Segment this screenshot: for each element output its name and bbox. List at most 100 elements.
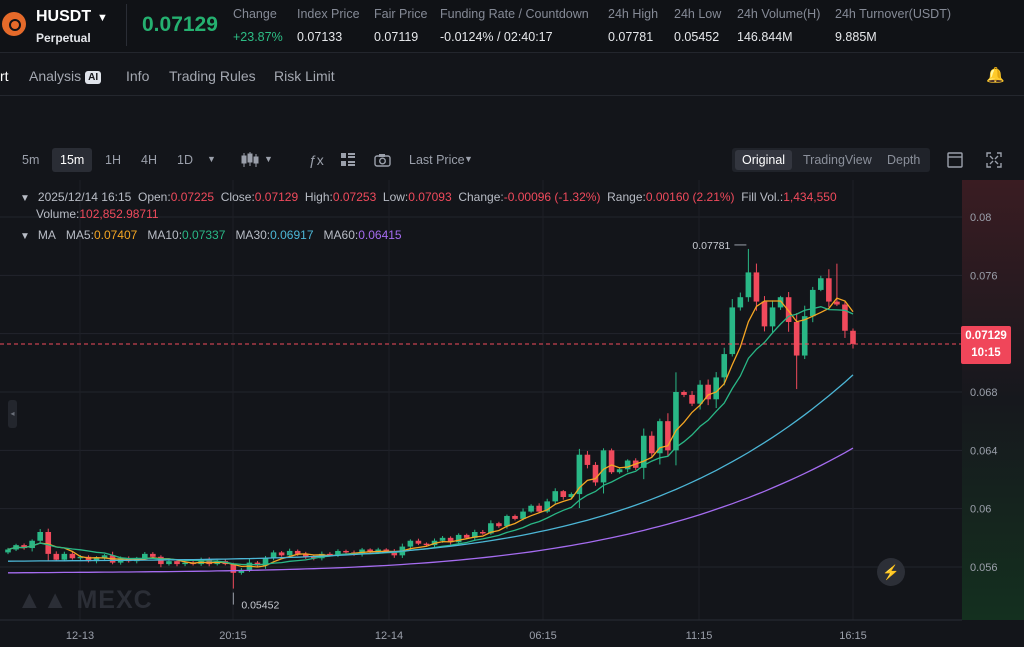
candle-body <box>640 435 647 468</box>
candle-body <box>45 532 52 554</box>
stat-label: Funding Rate / Countdown <box>440 7 589 21</box>
interval-dropdown-icon[interactable]: ▼ <box>207 154 216 164</box>
stat-value: 9.885M <box>835 30 877 44</box>
candle-body <box>383 549 390 551</box>
tab-info[interactable]: Info <box>126 68 150 84</box>
candle-body <box>423 543 430 546</box>
legend-close: 0.07129 <box>254 190 299 204</box>
tab-trading-rules[interactable]: Trading Rules <box>169 68 256 84</box>
current-price-tag-value: 0.07129 <box>965 330 1007 342</box>
view-depth[interactable]: Depth <box>887 153 921 167</box>
candle-body <box>85 556 92 562</box>
candle-body <box>343 550 349 553</box>
indicator-icon[interactable]: ƒx <box>309 152 324 168</box>
y-tick-label: 0.064 <box>970 445 998 457</box>
stat-24h-volume: 24h Volume(H) 146.844M <box>737 7 820 44</box>
fullscreen-icon[interactable] <box>986 152 1002 168</box>
camera-icon[interactable] <box>374 153 391 167</box>
ai-badge: AI <box>85 71 102 84</box>
watermark-text: MEXC <box>76 586 153 614</box>
candle-body <box>496 523 502 527</box>
candle-body <box>455 534 462 543</box>
interval-1d[interactable]: 1D <box>177 153 193 167</box>
last-price: 0.07129 <box>142 13 218 36</box>
interval-15m[interactable]: 15m <box>52 148 93 172</box>
candle-body <box>166 561 172 565</box>
candle-body <box>777 297 784 308</box>
candle-body <box>745 272 752 298</box>
sidebar-toggle-handle[interactable]: ◂ <box>8 400 17 428</box>
interval-1h[interactable]: 1H <box>105 153 121 167</box>
candle-body <box>665 421 671 451</box>
interval-5m[interactable]: 5m <box>22 153 40 167</box>
tab-risk-limit[interactable]: Risk Limit <box>274 68 335 84</box>
header-divider <box>126 4 127 46</box>
kline-chart-panel[interactable]: 0.080.0760.0720.0680.0640.060.05612-1320… <box>0 180 1024 647</box>
quick-trade-lightning-icon[interactable]: ⚡ <box>877 558 905 586</box>
price-type-select[interactable]: Last Price <box>409 153 465 167</box>
chart-type-dropdown-icon[interactable]: ▼ <box>264 154 273 164</box>
candle-body <box>206 559 212 565</box>
candle-body <box>536 505 542 512</box>
bell-icon[interactable]: 🔔 <box>986 67 1005 84</box>
ma10-line <box>7 306 854 566</box>
candle-body <box>150 553 156 557</box>
stat-label: 24h Turnover(USDT) <box>835 7 952 21</box>
candle-body <box>447 537 454 543</box>
view-original[interactable]: Original <box>735 150 793 170</box>
legend-range-label: Range: <box>607 190 646 204</box>
candle-body <box>21 545 27 549</box>
candle-body <box>544 501 550 512</box>
legend-range: 0.00160 (2.21%) <box>645 190 735 204</box>
ohlc-legend: ▼ 2025/12/14 16:15 Open:0.07225 Close:0.0… <box>20 190 837 204</box>
ma-collapse-chevron-icon[interactable]: ▼ <box>20 231 30 242</box>
panel-layout-icon[interactable] <box>947 152 963 168</box>
collapse-chevron-icon[interactable]: ▼ <box>20 193 30 204</box>
stat-24h-high: 24h High 0.07781 <box>608 7 658 44</box>
candle-body <box>359 549 365 554</box>
stat-index-price: Index Price 0.07133 <box>297 7 360 44</box>
stat-24h-low: 24h Low 0.05452 <box>674 7 721 44</box>
y-tick-label: 0.08 <box>970 212 991 224</box>
candle-body <box>182 562 188 565</box>
x-tick-label: 11:15 <box>686 630 713 642</box>
candle-body <box>697 384 703 404</box>
candle-body <box>681 392 687 395</box>
stat-value: -0.0124% / 02:40:17 <box>440 30 553 44</box>
candle-body <box>512 515 518 519</box>
candle-body <box>463 534 470 538</box>
layout-grid-icon[interactable] <box>341 153 355 167</box>
candlestick-type-icon[interactable] <box>240 151 260 169</box>
legend-volume: 102,852.98711 <box>79 207 159 221</box>
candle-body <box>61 553 68 560</box>
stat-funding-rate[interactable]: Funding Rate / Countdown -0.0124% / 02:4… <box>440 7 589 44</box>
candle-body <box>93 558 100 562</box>
view-tradingview[interactable]: TradingView <box>803 153 872 167</box>
stat-change: Change +23.87% <box>233 7 283 44</box>
candle-body <box>568 494 575 497</box>
symbol-dropdown-chevron-icon[interactable]: ▼ <box>97 12 108 24</box>
candle-body <box>391 550 398 556</box>
interval-4h[interactable]: 4H <box>141 153 157 167</box>
ma10-label: MA10: <box>147 228 183 242</box>
symbol-name[interactable]: HUSDT <box>36 8 92 25</box>
candle-body <box>29 540 35 549</box>
legend-close-label: Close: <box>220 190 255 204</box>
candle-body <box>826 278 832 302</box>
candle-body <box>769 307 776 327</box>
candle-countdown: 10:15 <box>971 347 1001 359</box>
candle-body <box>584 454 591 465</box>
candle-body <box>761 301 768 327</box>
tab-analysis[interactable]: Analysis AI <box>29 68 102 84</box>
kline-chart[interactable]: 0.080.0760.0720.0680.0640.060.05612-1320… <box>0 180 1024 647</box>
candle-body <box>809 289 816 317</box>
legend-change: -0.00096 (-1.32%) <box>503 190 601 204</box>
price-type-dropdown-icon[interactable]: ▼ <box>464 154 473 164</box>
legend-fillvol-label: Fill Vol.: <box>741 190 784 204</box>
coin-logo-icon <box>2 12 26 36</box>
candle-body <box>439 537 446 541</box>
legend-change-label: Change: <box>458 190 504 204</box>
y-tick-label: 0.068 <box>970 387 998 399</box>
tab-chart[interactable]: rt <box>0 68 9 84</box>
price-axis-bg <box>962 180 1024 620</box>
